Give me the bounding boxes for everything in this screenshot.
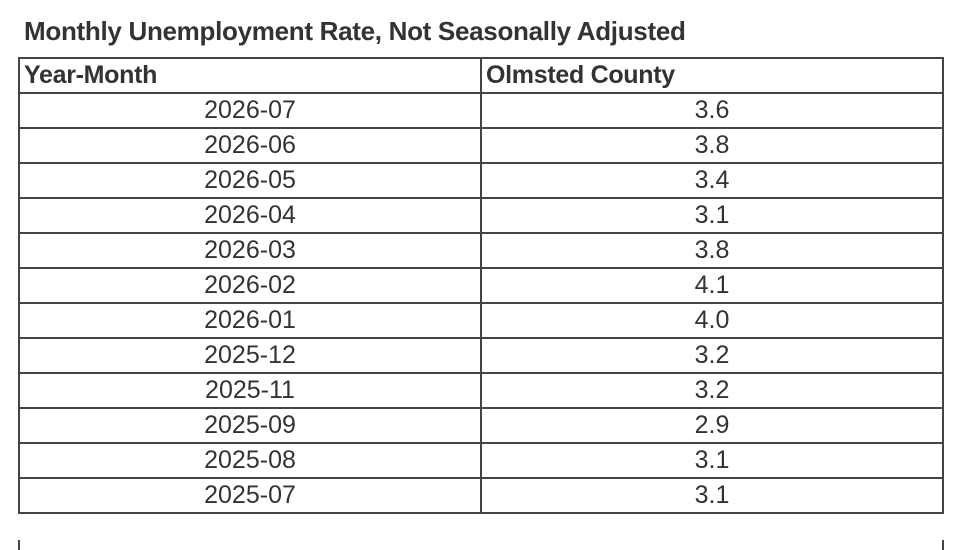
- table-row: 2025-07 3.1: [18, 477, 944, 514]
- table-row: 2026-02 4.1: [18, 267, 944, 304]
- table-row: 2026-06 3.8: [18, 127, 944, 164]
- header-cell: Year-Month: [18, 57, 482, 94]
- year-month-cell: 2026-05: [18, 162, 482, 199]
- rate-cell: 4.1: [480, 267, 944, 304]
- rate-cell: 3.2: [480, 372, 944, 409]
- year-month-cell: 2025-09: [18, 407, 482, 444]
- table-title: Monthly Unemployment Rate, Not Seasonall…: [24, 16, 686, 46]
- table-row: 2025-09 2.9: [18, 407, 944, 444]
- year-month-cell: 2025-11: [18, 372, 482, 409]
- table-row: 2025-08 3.1: [18, 442, 944, 479]
- rate-cell: 4.0: [480, 302, 944, 339]
- table-row: 2026-07 3.6: [18, 92, 944, 129]
- rate-cell: 3.1: [480, 197, 944, 234]
- table-continuation: [18, 540, 944, 550]
- year-month-cell: 2026-02: [18, 267, 482, 304]
- rate-cell: 3.6: [480, 92, 944, 129]
- table-header: Year-Month Olmsted County: [18, 57, 944, 94]
- rate-cell: 3.1: [480, 477, 944, 514]
- year-month-cell: 2025-07: [18, 477, 482, 514]
- rate-cell: 3.8: [480, 127, 944, 164]
- year-month-cell: 2026-07: [18, 92, 482, 129]
- table-row: 2026-01 4.0: [18, 302, 944, 339]
- table-row: 2026-05 3.4: [18, 162, 944, 199]
- year-month-cell: 2025-12: [18, 337, 482, 374]
- table-row: 2025-11 3.2: [18, 372, 944, 409]
- table-row: 2026-04 3.1: [18, 197, 944, 234]
- year-month-cell: 2026-01: [18, 302, 482, 339]
- year-month-cell: 2026-03: [18, 232, 482, 269]
- rate-cell: 3.8: [480, 232, 944, 269]
- table-body: 2026-07 3.6 2026-06 3.8 2026-05 3.4 2026-04 3.1…: [18, 92, 944, 514]
- rate-cell: 3.1: [480, 442, 944, 479]
- rate-cell: 3.2: [480, 337, 944, 374]
- table-row: 2025-12 3.2: [18, 337, 944, 374]
- year-month-cell: 2025-08: [18, 442, 482, 479]
- header-cell: Olmsted County: [480, 57, 944, 94]
- year-month-cell: 2026-06: [18, 127, 482, 164]
- rate-cell: 2.9: [480, 407, 944, 444]
- rate-cell: 3.4: [480, 162, 944, 199]
- header-row: Year-Month Olmsted County: [18, 57, 944, 94]
- table-row: 2026-03 3.8: [18, 232, 944, 269]
- year-month-cell: 2026-04: [18, 197, 482, 234]
- data-table: Year-Month Olmsted County 2026-07 3.6 2026…: [18, 57, 944, 514]
